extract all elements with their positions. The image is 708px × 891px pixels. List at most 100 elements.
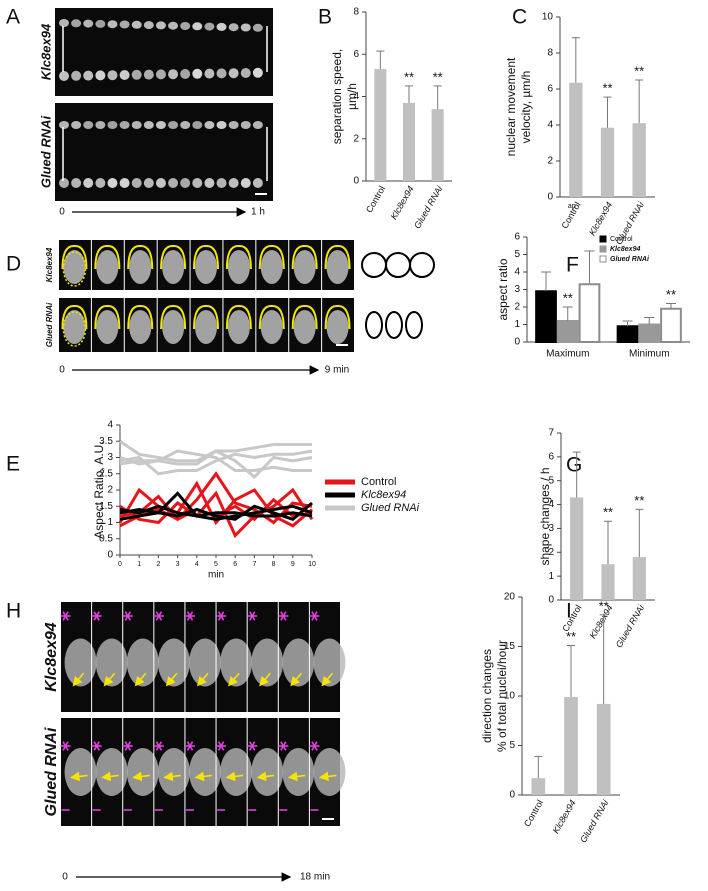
outline bbox=[291, 244, 318, 270]
nucleus bbox=[107, 70, 118, 81]
y-tick-label: 5 bbox=[548, 475, 554, 486]
bar bbox=[632, 123, 646, 197]
nucleus bbox=[220, 638, 253, 687]
nucleus bbox=[168, 121, 179, 129]
line bbox=[118, 480, 313, 528]
arrow bbox=[259, 672, 271, 687]
y-axis-title: % of total nuclei/hour bbox=[495, 640, 509, 752]
asterisk bbox=[280, 611, 287, 621]
x-tick-label: Glued RNAi bbox=[412, 183, 445, 230]
row-label: Klc8ex94 bbox=[45, 247, 54, 282]
y-tick-label: 8 bbox=[353, 7, 359, 18]
legend-label: Control bbox=[610, 236, 633, 243]
nucleus bbox=[143, 121, 154, 129]
arrow bbox=[225, 771, 244, 782]
line bbox=[119, 504, 313, 521]
frame-gap bbox=[90, 298, 92, 352]
nucleus bbox=[96, 310, 119, 344]
frame-gap bbox=[60, 602, 61, 712]
frame-gap bbox=[308, 602, 310, 712]
nucleus bbox=[162, 250, 185, 284]
frame-gap bbox=[153, 718, 155, 826]
outline bbox=[291, 304, 318, 330]
arrow bbox=[69, 771, 88, 782]
frame-gap bbox=[156, 298, 158, 352]
nucleus bbox=[83, 19, 94, 28]
nucleus bbox=[252, 23, 263, 32]
y-tick-label: 0 bbox=[514, 337, 520, 348]
legend-label: Glued RNAi bbox=[610, 256, 650, 263]
panel-label: B bbox=[318, 6, 332, 29]
nucleus bbox=[168, 69, 179, 80]
nucleus bbox=[63, 310, 86, 344]
line bbox=[119, 449, 313, 480]
note: ap bbox=[568, 203, 576, 210]
y-tick-label: 0.5 bbox=[99, 533, 113, 544]
frame-gap bbox=[321, 240, 323, 290]
nucleus bbox=[180, 69, 191, 79]
bar bbox=[601, 564, 615, 600]
significance: ** bbox=[602, 81, 612, 96]
arrow bbox=[101, 771, 119, 782]
y-axis-title: nuclear movement bbox=[504, 57, 518, 156]
y-tick-label: 4 bbox=[107, 420, 113, 431]
nucleus bbox=[180, 121, 191, 129]
nucleus bbox=[227, 310, 250, 344]
significance: ** bbox=[634, 63, 644, 78]
nucleus bbox=[240, 23, 251, 32]
panel-label: C bbox=[512, 6, 527, 29]
nucleus bbox=[95, 748, 128, 796]
y-tick-label: 3.5 bbox=[99, 436, 113, 447]
nucleus bbox=[216, 178, 227, 188]
bar bbox=[660, 307, 682, 343]
y-tick-label: 10 bbox=[542, 12, 554, 23]
frame-gap bbox=[122, 602, 124, 712]
y-tick-label: 8 bbox=[547, 48, 553, 59]
nucleus bbox=[195, 250, 217, 284]
y-tick-label: 2 bbox=[353, 133, 359, 144]
asterisk bbox=[93, 611, 100, 621]
bar bbox=[638, 323, 661, 343]
nucleus bbox=[216, 22, 227, 31]
frame-gap bbox=[58, 240, 59, 290]
legend-label: Control bbox=[361, 476, 396, 488]
arrow bbox=[134, 672, 147, 687]
nucleus bbox=[83, 178, 94, 188]
y-tick-label: 4 bbox=[353, 91, 359, 102]
nucleus bbox=[107, 20, 118, 29]
arrow bbox=[290, 672, 302, 687]
nucleus bbox=[95, 638, 128, 687]
outline bbox=[324, 244, 351, 270]
arrow bbox=[72, 672, 85, 687]
bar bbox=[556, 320, 579, 343]
legend-label: Klc8ex94 bbox=[361, 489, 406, 501]
significance: ** bbox=[603, 505, 613, 520]
nucleus bbox=[192, 22, 203, 31]
x-tick-label: 7 bbox=[252, 561, 256, 568]
y-axis-title: Aspect Ratio, A.U. bbox=[92, 441, 106, 538]
outline bbox=[61, 244, 88, 270]
asterisk bbox=[217, 611, 225, 621]
asterisk bbox=[217, 741, 225, 751]
bar bbox=[374, 69, 387, 181]
nucleus bbox=[162, 310, 185, 344]
legend-swatch bbox=[599, 255, 607, 263]
nucleus bbox=[168, 21, 179, 30]
nucleus bbox=[313, 748, 346, 796]
nucleus bbox=[95, 19, 106, 28]
outline bbox=[258, 304, 285, 330]
asterisk bbox=[186, 741, 194, 751]
scale-bar bbox=[255, 193, 267, 195]
panel-label: F bbox=[566, 254, 579, 277]
outline bbox=[61, 304, 88, 330]
significance: ** bbox=[433, 69, 443, 84]
nucleus bbox=[129, 310, 152, 344]
nucleus bbox=[204, 178, 215, 188]
bar bbox=[564, 696, 578, 795]
y-tick-label: 6 bbox=[353, 49, 359, 60]
legend-swatch bbox=[599, 235, 607, 243]
x-tick-label: Glued RNAi bbox=[614, 602, 647, 649]
x-tick-label: Minimum bbox=[629, 349, 670, 360]
time-start: 0 bbox=[59, 365, 65, 376]
nucleus bbox=[157, 638, 190, 687]
